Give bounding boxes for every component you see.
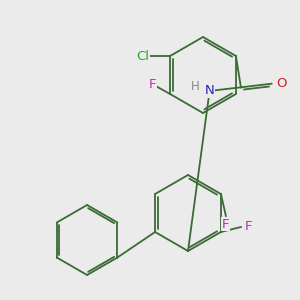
Text: F: F [148,77,156,91]
Text: F: F [245,220,253,233]
Text: N: N [205,84,214,98]
Text: H: H [191,80,200,93]
Text: O: O [276,77,287,90]
Text: F: F [222,218,230,230]
Text: Cl: Cl [136,50,150,62]
